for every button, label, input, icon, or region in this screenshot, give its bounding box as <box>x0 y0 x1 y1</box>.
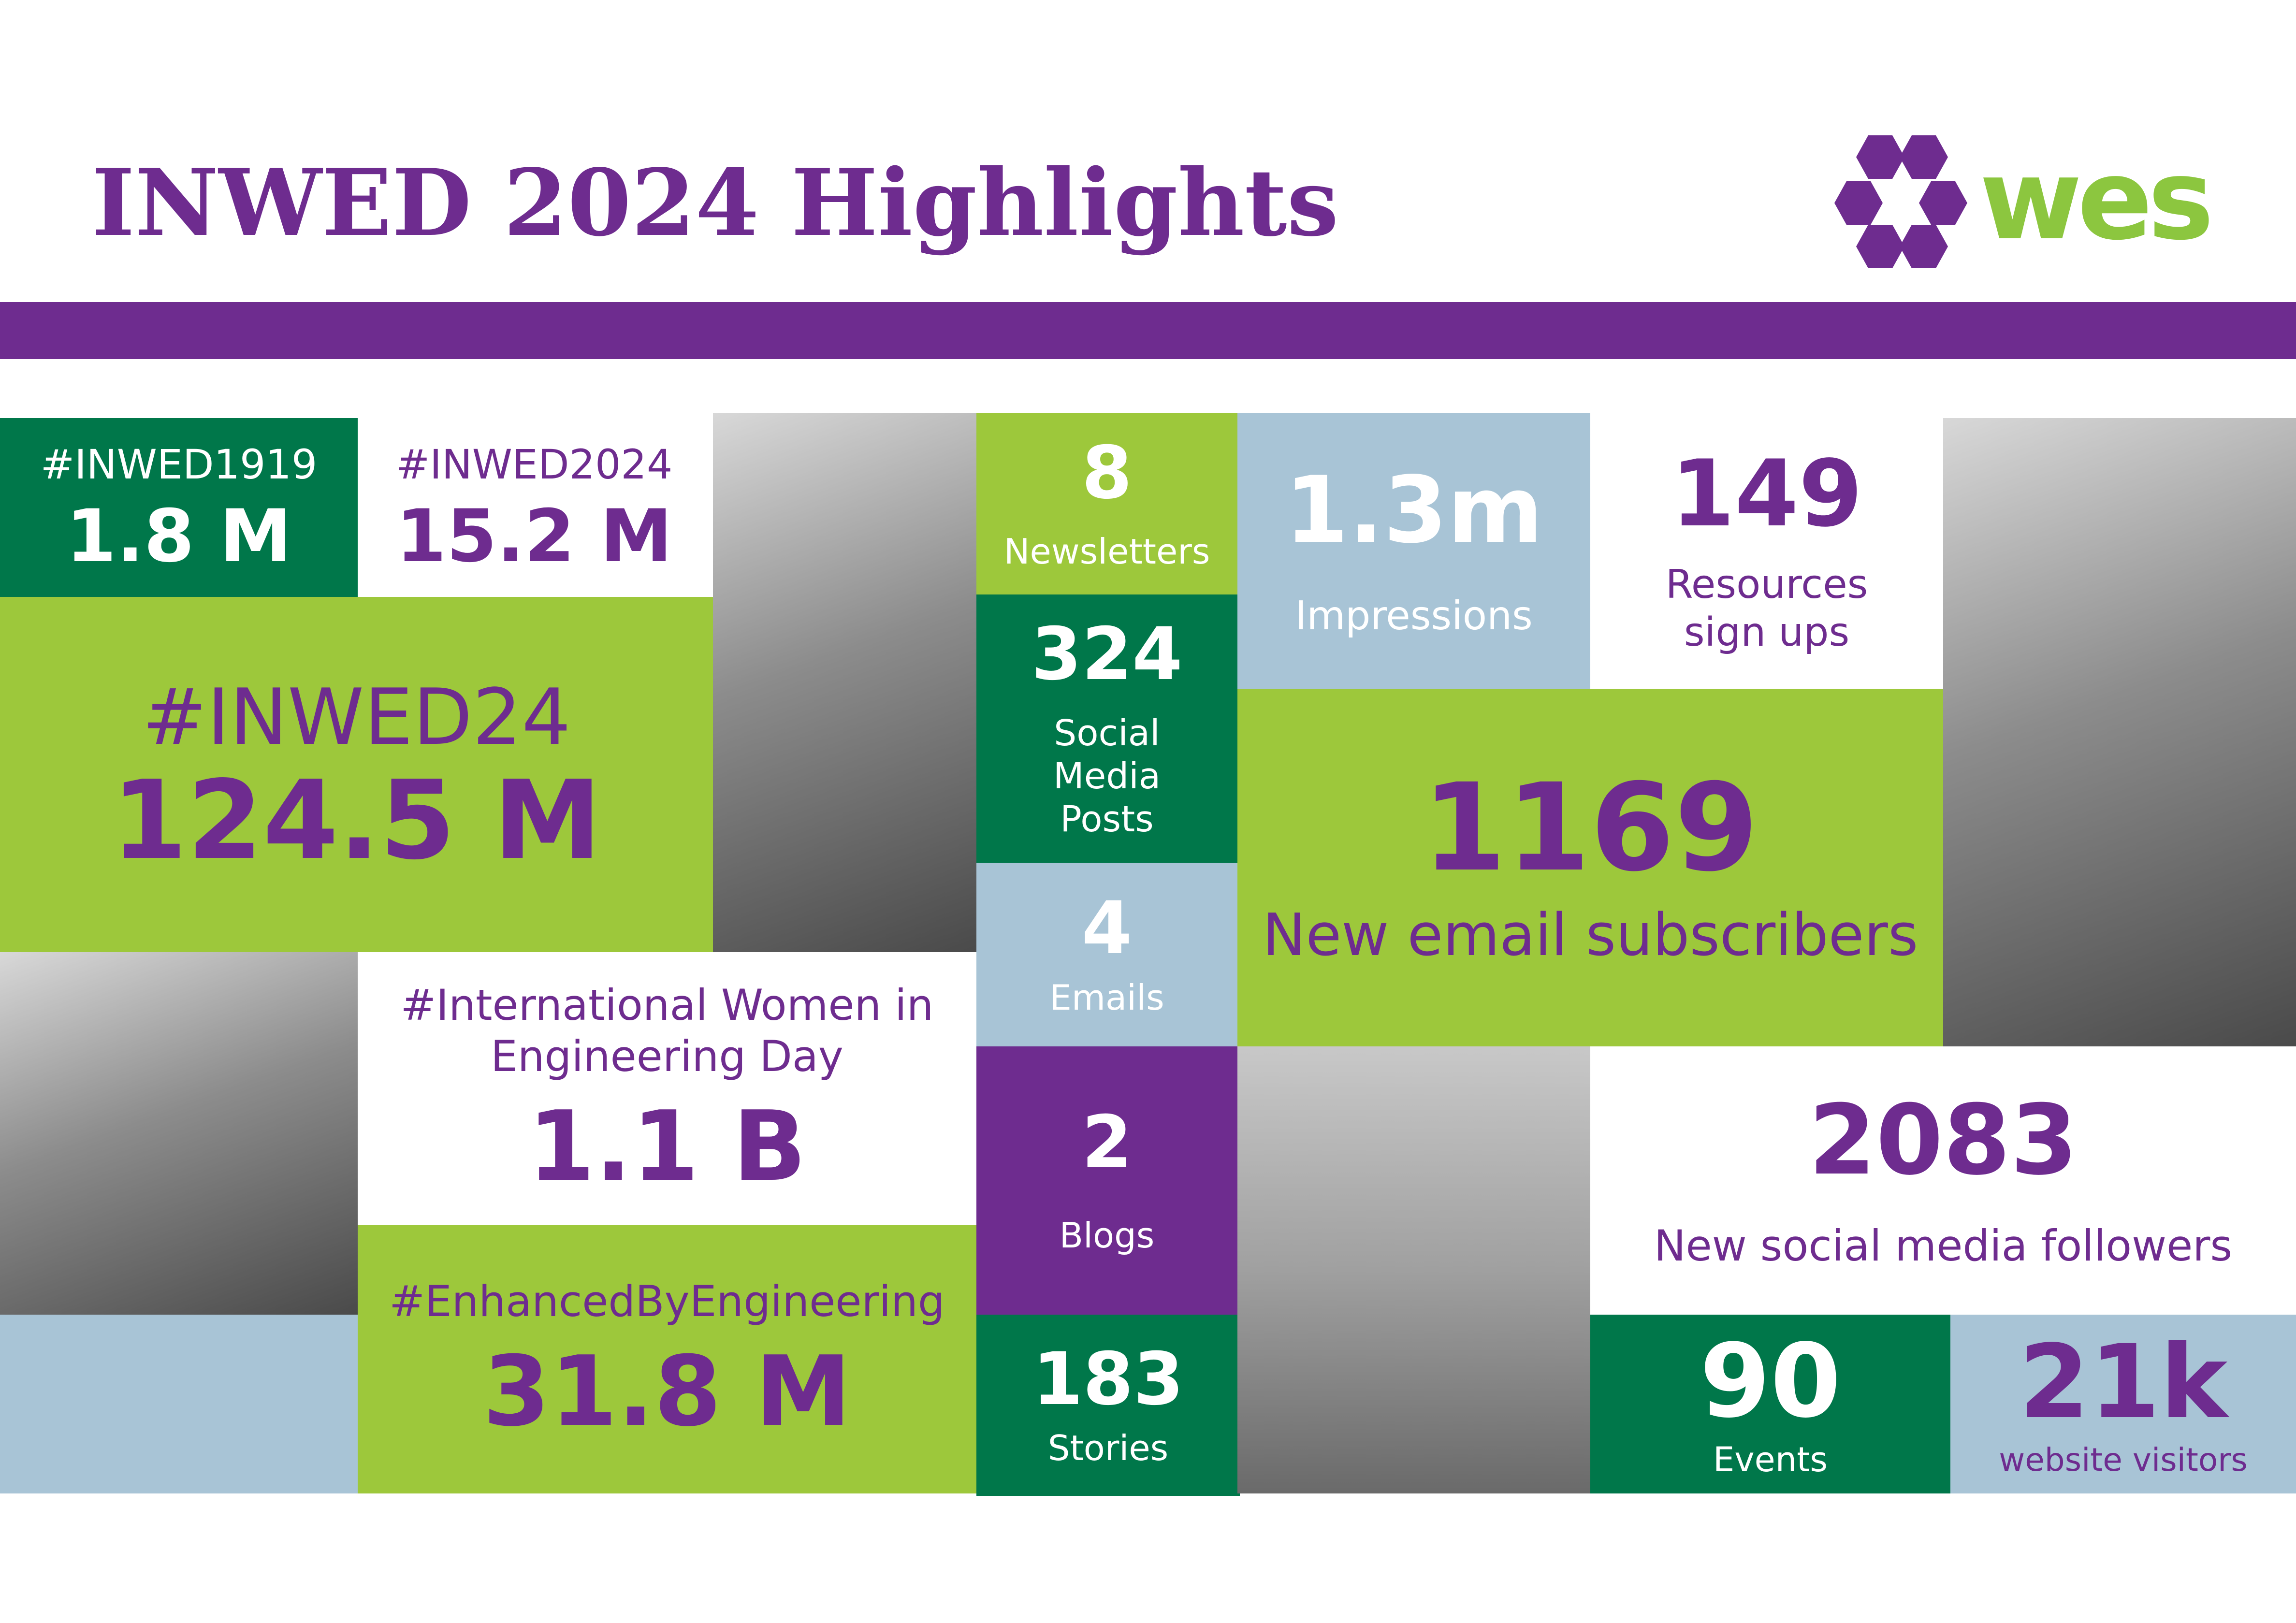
stat-label: Newsletters <box>1003 531 1210 572</box>
logo-wordmark: wes <box>1979 136 2214 265</box>
stat-enhanced: #EnhancedByEngineering 31.8 M <box>358 1225 976 1493</box>
stat-value: 90 <box>1700 1321 1841 1440</box>
stat-label: Social Media Posts <box>1053 712 1161 840</box>
stat-tag: #INWED24 <box>142 672 571 763</box>
stat-stories: 183 Stories <box>976 1315 1240 1496</box>
stat-blogs: 2 Blogs <box>976 1046 1237 1315</box>
stat-label: Events <box>1713 1440 1828 1480</box>
stat-value: 1169 <box>1422 757 1758 898</box>
stat-value: 324 <box>1031 612 1183 696</box>
stat-inwed2024: #INWED2024 15.2 M <box>358 418 711 597</box>
stat-value: 1.1 B <box>527 1090 807 1203</box>
stat-value: 1.3m <box>1284 457 1543 564</box>
page-title: INWED 2024 Highlights <box>92 149 1339 257</box>
stat-value: 2083 <box>1808 1084 2078 1197</box>
stat-events: 90 Events <box>1590 1315 1950 1493</box>
stat-inwed24: #INWED24 124.5 M <box>0 597 713 952</box>
stat-value: 21k <box>2019 1323 2228 1442</box>
stat-label: New email subscribers <box>1262 902 1918 970</box>
stat-emails: 4 Emails <box>976 863 1237 1046</box>
stat-value: 183 <box>1032 1337 1184 1421</box>
hexagon-cluster-icon <box>1834 135 1967 268</box>
stat-visitors: 21k website visitors <box>1950 1315 2296 1493</box>
stat-inwed1919: #INWED1919 1.8 M <box>0 418 358 597</box>
header-band <box>0 302 2296 359</box>
stat-social-posts: 324 Social Media Posts <box>976 594 1237 863</box>
stat-tag: #EnhancedByEngineering <box>389 1276 945 1326</box>
stat-label: Resources sign ups <box>1665 562 1868 655</box>
stat-tag: #INWED1919 <box>40 440 318 488</box>
stat-newsletters: 8 Newsletters <box>976 413 1237 594</box>
photo-engineer-tablet <box>0 952 358 1315</box>
stat-label: New social media followers <box>1654 1220 2233 1271</box>
photo-engineer-machine <box>713 413 976 952</box>
stat-value: 124.5 M <box>111 757 602 884</box>
stat-label: Impressions <box>1295 593 1533 639</box>
stat-value: 1.8 M <box>66 494 292 579</box>
stat-impressions: 1.3m Impressions <box>1237 413 1590 689</box>
stat-value: 2 <box>1081 1100 1133 1185</box>
stat-followers: 2083 New social media followers <box>1590 1046 2296 1315</box>
stat-intl-women: #International Women in Engineering Day … <box>358 952 976 1225</box>
stat-value: 8 <box>1081 431 1133 515</box>
wes-logo: wes <box>1827 130 2214 271</box>
stat-label: Blogs <box>1059 1215 1155 1256</box>
stat-value: 31.8 M <box>482 1335 852 1449</box>
stat-tag: #International Women in Engineering Day <box>400 980 934 1081</box>
stat-value: 15.2 M <box>396 494 672 579</box>
stat-tag: #INWED2024 <box>395 440 673 488</box>
stat-email-subscribers: 1169 New email subscribers <box>1237 689 1943 1046</box>
color-block <box>0 1315 358 1493</box>
photo-engineer-headphones <box>1943 418 2296 1046</box>
stat-label: Stories <box>1047 1428 1169 1469</box>
photo-girl-hardhat <box>1237 1046 1590 1493</box>
stat-label: website visitors <box>1999 1441 2248 1478</box>
stat-label: Emails <box>1049 977 1164 1018</box>
stat-value: 4 <box>1081 886 1133 971</box>
stat-value: 149 <box>1671 440 1863 547</box>
stat-resources: 149 Resources sign ups <box>1590 413 1943 689</box>
